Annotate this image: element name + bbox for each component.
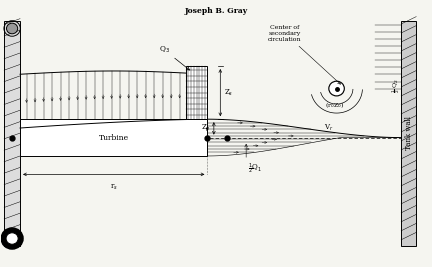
Text: Z$_p$: Z$_p$: [200, 123, 210, 134]
Circle shape: [329, 81, 344, 96]
Text: Turbine: Turbine: [98, 134, 129, 142]
Bar: [401, 21, 416, 246]
Text: $\frac{1}{2}$Q$_1$: $\frac{1}{2}$Q$_1$: [248, 162, 262, 176]
Text: $\frac{1}{2}$ Q$_2$: $\frac{1}{2}$ Q$_2$: [390, 78, 402, 93]
Text: Tank wall: Tank wall: [405, 117, 413, 150]
Text: Center of
secondary
circulation: Center of secondary circulation: [268, 25, 340, 84]
Bar: [20, 119, 207, 156]
Bar: [186, 66, 207, 119]
Text: Z$_s$: Z$_s$: [224, 88, 233, 98]
Text: (r$_0$Z$_0$): (r$_0$Z$_0$): [324, 100, 344, 110]
Text: V$_r$: V$_r$: [324, 123, 333, 133]
Text: Joseph B. Gray: Joseph B. Gray: [184, 7, 248, 15]
Circle shape: [6, 23, 18, 34]
Circle shape: [6, 233, 18, 244]
Bar: [4, 21, 20, 246]
Text: Q$_3$: Q$_3$: [159, 45, 190, 70]
Text: r$_s$: r$_s$: [110, 183, 118, 192]
